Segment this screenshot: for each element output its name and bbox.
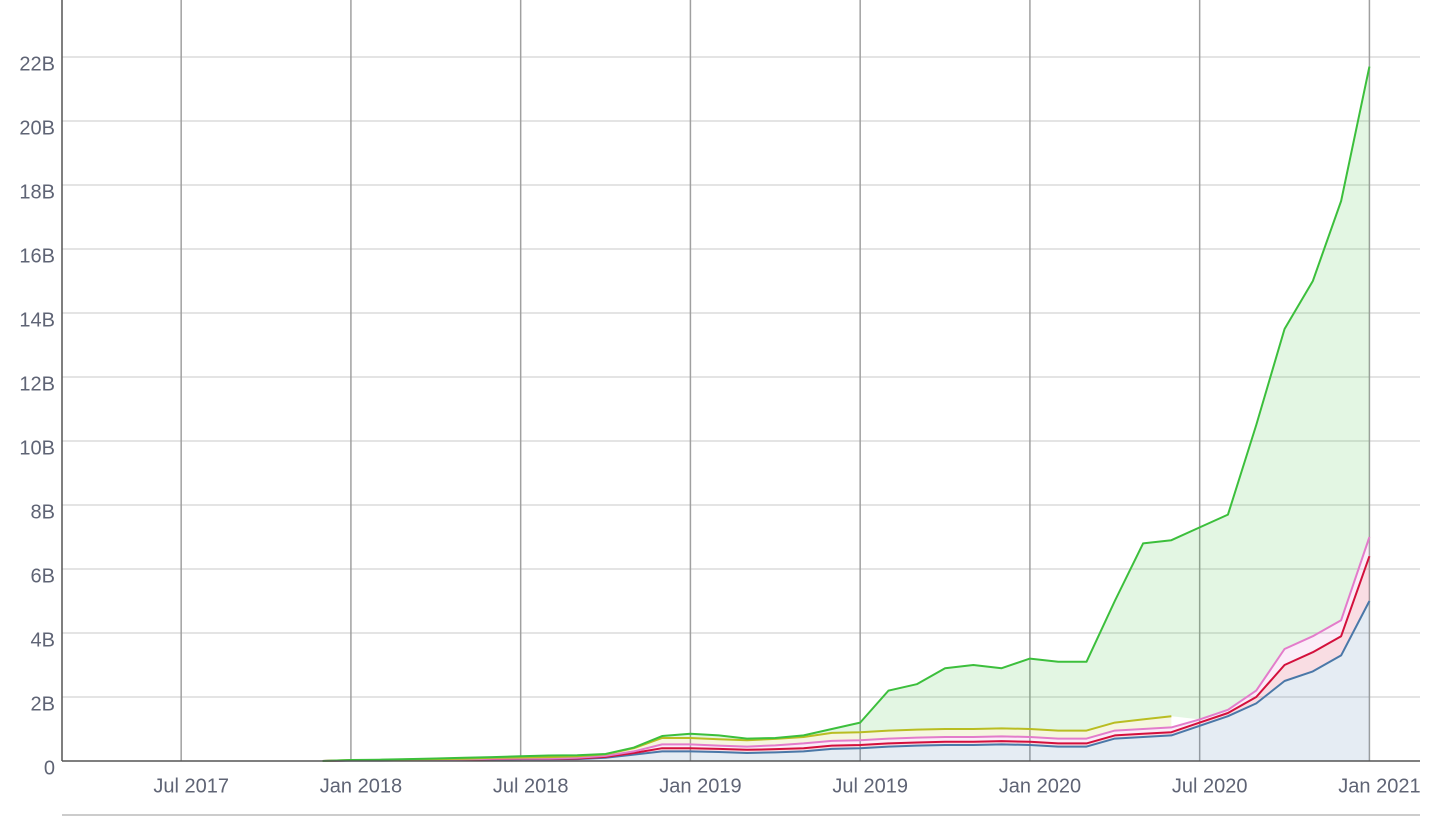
y-tick-label: 20B [19, 117, 55, 139]
x-tick-label: Jan 2021 [1338, 775, 1420, 797]
y-tick-label: 10B [19, 437, 55, 459]
x-tick-label: Jul 2018 [493, 775, 569, 797]
y-tick-label: 4B [31, 629, 55, 651]
area-fill [322, 66, 1370, 762]
areas [322, 66, 1370, 762]
y-tick-label: 6B [31, 565, 55, 587]
area-fill [322, 601, 1370, 761]
x-tick-label: Jan 2018 [320, 775, 402, 797]
x-tick-label: Jul 2017 [153, 775, 229, 797]
series-line [322, 66, 1371, 762]
y-tick-label: 0 [44, 757, 55, 779]
axes: 0 2B 4B 6B 8B 10B 12B 14B 16B 18B 20B 22B Jul 2017 Ja… [19, 0, 1421, 816]
x-tick-label: Jan 2020 [999, 775, 1081, 797]
x-tick-label: Jul 2020 [1172, 775, 1248, 797]
y-tick-label: 8B [31, 501, 55, 523]
y-tick-label: 22B [19, 53, 55, 75]
grid [62, 0, 1420, 761]
y-tick-label: 14B [19, 309, 55, 331]
lines [322, 66, 1371, 762]
y-tick-label: 18B [19, 181, 55, 203]
y-tick-label: 12B [19, 373, 55, 395]
y-tick-label: 2B [31, 693, 55, 715]
y-tick-label: 16B [19, 245, 55, 267]
x-tick-label: Jan 2019 [659, 775, 741, 797]
x-tick-label: Jul 2019 [832, 775, 908, 797]
